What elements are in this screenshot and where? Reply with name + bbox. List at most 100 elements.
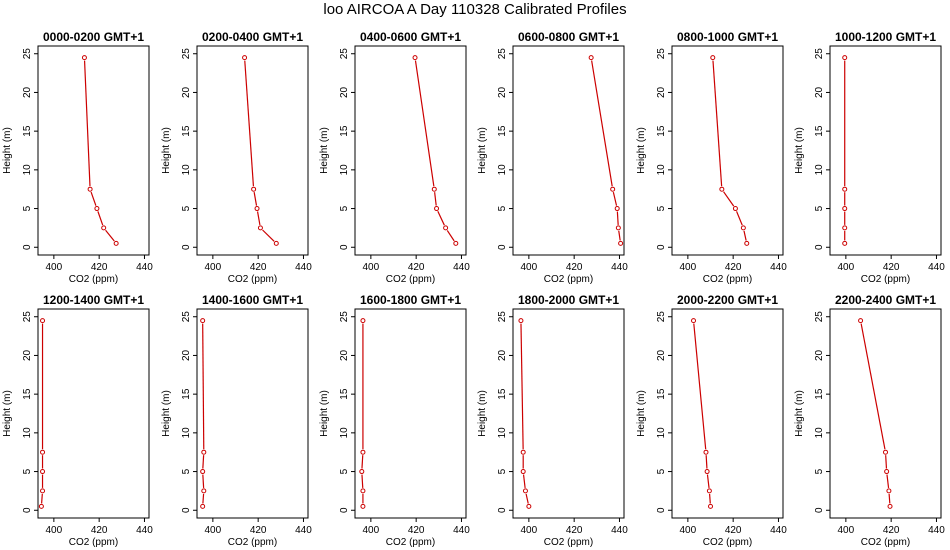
data-point xyxy=(359,469,365,475)
profile-segment xyxy=(712,60,723,187)
y-tick-label: 15 xyxy=(22,388,33,400)
chart-title: 2000-2200 GMT+1 xyxy=(677,293,778,307)
y-tick-label: 0 xyxy=(181,244,192,250)
y-tick-label: 20 xyxy=(814,86,825,98)
y-axis-label: Height (m) xyxy=(636,127,647,174)
chart-title: 1000-1200 GMT+1 xyxy=(835,30,936,44)
y-tick-label: 10 xyxy=(814,427,825,439)
data-point xyxy=(443,225,449,231)
y-tick-label: 10 xyxy=(181,427,192,439)
y-tick-label: 20 xyxy=(497,349,508,361)
data-point xyxy=(732,206,738,212)
profile-segment xyxy=(361,455,364,469)
data-point xyxy=(200,503,206,509)
data-point xyxy=(257,225,263,231)
data-point xyxy=(588,55,594,61)
profile-segment xyxy=(202,455,205,469)
data-point xyxy=(360,503,366,509)
profile-segment xyxy=(591,60,613,187)
plot-frame xyxy=(196,308,309,519)
profile-chart-3: 0400-0600 GMT+1 400 420 440 0 5 10 15 20 25 CO2 (p… xyxy=(319,30,470,285)
data-point xyxy=(704,469,710,475)
chart-title: 0800-1000 GMT+1 xyxy=(677,30,778,44)
y-tick-label: 5 xyxy=(22,468,33,474)
data-point xyxy=(412,55,418,61)
x-tick-label: 420 xyxy=(725,525,742,536)
data-point xyxy=(842,186,848,192)
profile-segment xyxy=(616,211,619,225)
y-tick-label: 10 xyxy=(339,164,350,176)
x-axis-label: CO2 (ppm) xyxy=(861,537,910,548)
y-axis-label: Height (m) xyxy=(794,390,805,437)
plot-frame xyxy=(354,45,467,256)
data-point xyxy=(744,240,750,246)
profile-chart-7: 1200-1400 GMT+1 400 420 440 0 5 10 15 20 25 CO2 (p… xyxy=(2,293,153,548)
x-tick-label: 400 xyxy=(205,525,222,536)
data-point xyxy=(520,469,526,475)
x-tick-label: 400 xyxy=(521,525,538,536)
plot-frame xyxy=(354,308,467,519)
y-tick-label: 5 xyxy=(497,205,508,211)
y-tick-label: 5 xyxy=(656,205,667,211)
profile-chart-2: 0200-0400 GMT+1 400 420 440 0 5 10 15 20 25 CO2 (p… xyxy=(161,30,312,285)
profile-segment xyxy=(202,474,205,488)
x-tick-label: 420 xyxy=(883,525,900,536)
y-axis-label: Height (m) xyxy=(319,390,330,437)
y-tick-label: 15 xyxy=(497,388,508,400)
y-tick-label: 5 xyxy=(339,468,350,474)
y-tick-label: 15 xyxy=(339,125,350,137)
profile-chart-10: 1800-2000 GMT+1 400 420 440 0 5 10 15 20 25 CO2 (p… xyxy=(477,293,628,548)
y-tick-label: 20 xyxy=(339,349,350,361)
y-tick-label: 10 xyxy=(656,427,667,439)
y-tick-label: 5 xyxy=(22,205,33,211)
y-tick-label: 0 xyxy=(814,244,825,250)
x-tick-label: 440 xyxy=(136,525,153,536)
x-tick-label: 440 xyxy=(611,262,628,273)
y-tick-label: 10 xyxy=(339,427,350,439)
y-tick-label: 10 xyxy=(181,164,192,176)
data-point xyxy=(710,55,716,61)
y-tick-label: 25 xyxy=(814,311,825,323)
data-point xyxy=(40,488,46,494)
y-tick-label: 20 xyxy=(497,86,508,98)
chart-title: 0200-0400 GMT+1 xyxy=(202,30,303,44)
data-point xyxy=(360,318,366,324)
data-point xyxy=(434,206,440,212)
y-tick-label: 20 xyxy=(22,349,33,361)
data-point xyxy=(254,206,260,212)
data-point xyxy=(101,225,107,231)
plot-frame xyxy=(671,308,784,519)
profile-segment xyxy=(888,493,891,504)
plot-frame xyxy=(829,308,942,519)
profile-segment xyxy=(437,211,445,226)
y-tick-label: 15 xyxy=(22,125,33,137)
y-tick-label: 25 xyxy=(814,48,825,60)
y-tick-label: 25 xyxy=(22,311,33,323)
plot-frame xyxy=(512,45,625,256)
data-point xyxy=(740,225,746,231)
y-tick-label: 25 xyxy=(22,48,33,60)
y-tick-label: 25 xyxy=(339,311,350,323)
x-tick-label: 400 xyxy=(363,262,380,273)
profile-segment xyxy=(105,229,115,242)
data-point xyxy=(360,449,366,455)
chart-title: 1600-1800 GMT+1 xyxy=(360,293,461,307)
chart-title: 2200-2400 GMT+1 xyxy=(835,293,936,307)
y-axis-label: Height (m) xyxy=(161,390,172,437)
profile-segment xyxy=(202,323,205,450)
data-point xyxy=(113,240,119,246)
data-point xyxy=(842,206,848,212)
y-tick-label: 20 xyxy=(181,349,192,361)
profile-chart-6: 1000-1200 GMT+1 400 420 440 0 5 10 15 20 25 CO2 (p… xyxy=(794,30,945,285)
data-point xyxy=(360,488,366,494)
y-tick-label: 0 xyxy=(339,507,350,513)
y-tick-label: 0 xyxy=(497,507,508,513)
x-tick-label: 420 xyxy=(408,262,425,273)
profile-chart-1: 0000-0200 GMT+1 400 420 440 0 5 10 15 20 25 CO2 (p… xyxy=(2,30,153,285)
data-point xyxy=(842,240,848,246)
x-axis-label: CO2 (ppm) xyxy=(861,274,910,285)
plot-frame xyxy=(196,45,309,256)
y-tick-label: 25 xyxy=(181,48,192,60)
profile-chart-12: 2200-2400 GMT+1 400 420 440 0 5 10 15 20 25 CO2 (p… xyxy=(794,293,945,548)
y-tick-label: 0 xyxy=(22,244,33,250)
